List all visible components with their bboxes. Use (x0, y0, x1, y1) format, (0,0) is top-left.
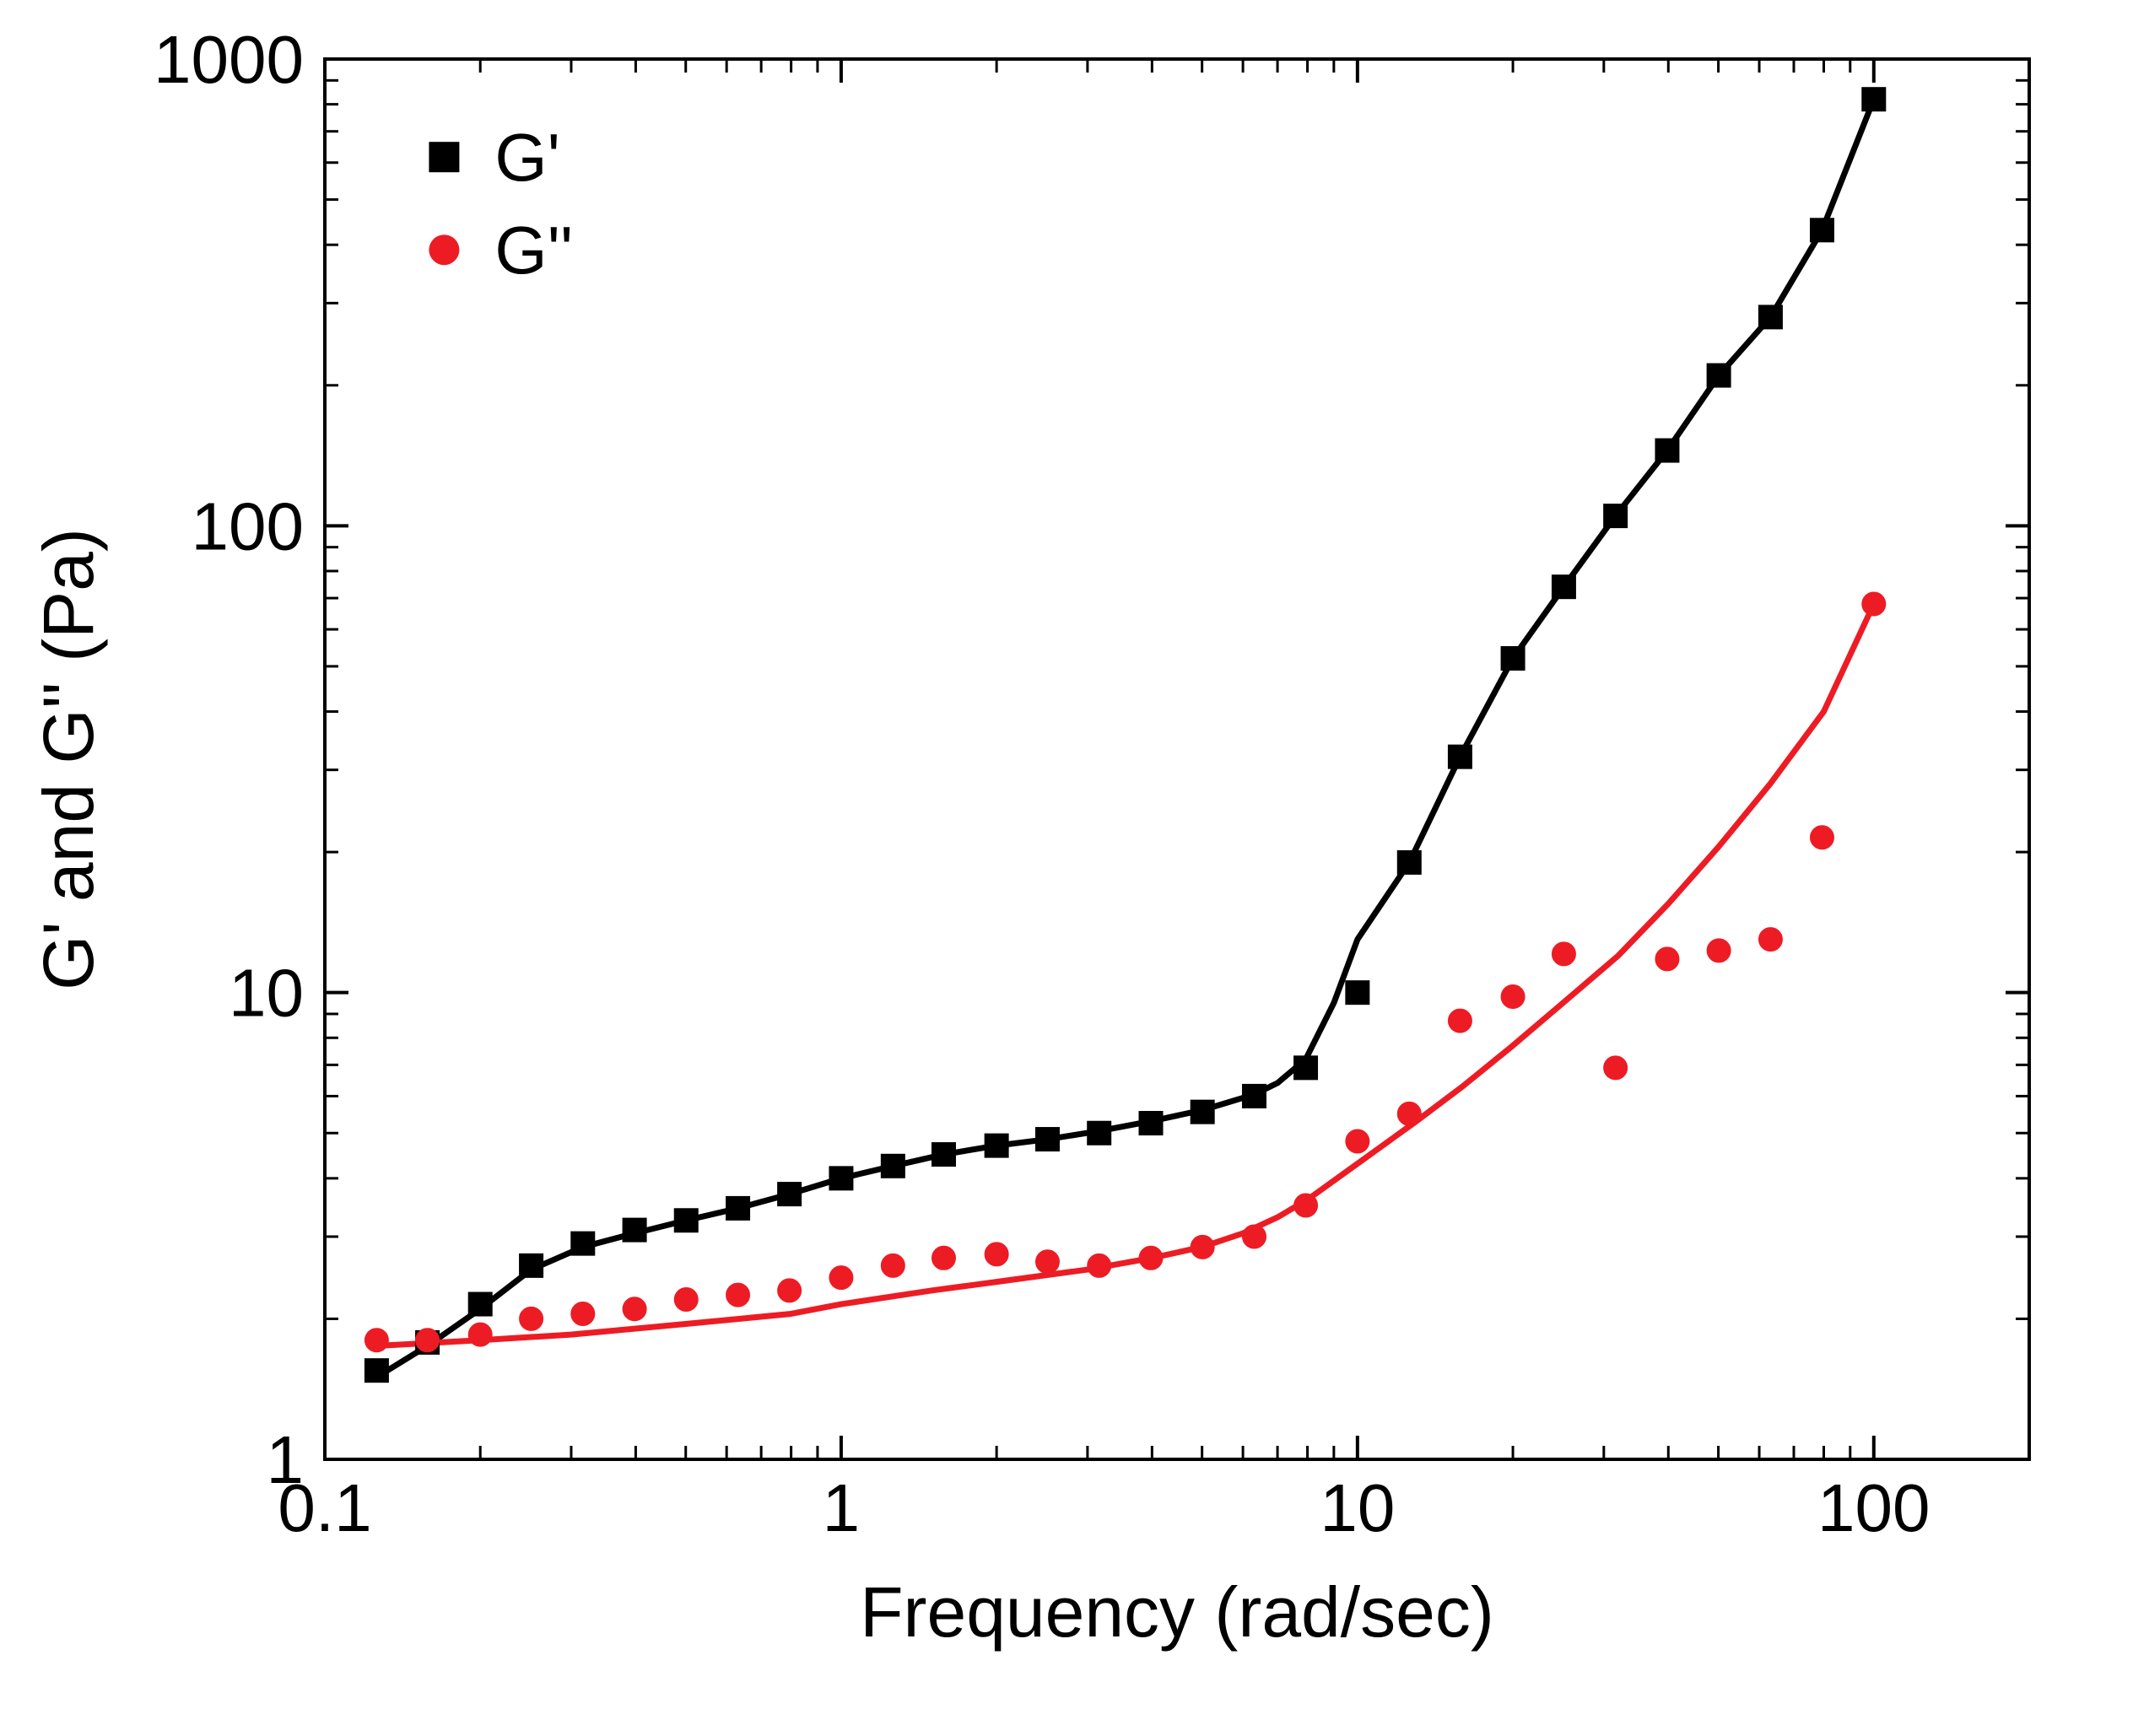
y-tick-label: 1000 (154, 22, 304, 97)
marker-G_prime (1448, 745, 1472, 768)
marker-G_prime (1346, 981, 1369, 1005)
marker-G_double_prime (1191, 1235, 1214, 1259)
marker-G_double_prime (1448, 1009, 1472, 1032)
marker-G_prime (985, 1134, 1008, 1157)
marker-G_prime (1707, 364, 1731, 387)
marker-G_prime (1088, 1121, 1111, 1145)
marker-G_double_prime (416, 1329, 440, 1352)
marker-G_double_prime (1552, 942, 1575, 966)
marker-G_prime (1501, 646, 1525, 670)
x-tick-label: 100 (1817, 1470, 1930, 1545)
marker-G_double_prime (364, 1329, 388, 1352)
y-tick-label: 100 (192, 488, 304, 563)
marker-G_prime (1604, 504, 1628, 528)
x-tick-label: 1 (823, 1470, 861, 1545)
marker-G_double_prime (1346, 1129, 1369, 1153)
marker-G_prime (1191, 1100, 1214, 1124)
y-tick-label: 1 (267, 1422, 305, 1497)
marker-G_prime (881, 1154, 904, 1178)
marker-G_double_prime (1810, 826, 1833, 849)
marker-G_double_prime (1088, 1253, 1111, 1277)
x-axis-label: Frequency (rad/sec) (860, 1572, 1494, 1652)
marker-G_double_prime (1294, 1194, 1318, 1217)
marker-G_prime (932, 1143, 955, 1167)
marker-G_double_prime (571, 1302, 595, 1325)
marker-G_double_prime (1655, 947, 1679, 971)
marker-G_double_prime (520, 1307, 543, 1330)
marker-G_double_prime (726, 1283, 750, 1307)
marker-G_prime (1139, 1112, 1163, 1135)
marker-G_prime (520, 1253, 543, 1277)
x-tick-label: 10 (1320, 1470, 1395, 1545)
marker-G_double_prime (778, 1279, 802, 1302)
marker-G_prime (1036, 1128, 1060, 1151)
legend-marker (429, 235, 459, 265)
marker-G_double_prime (1707, 939, 1731, 962)
marker-G_prime (1552, 575, 1575, 599)
marker-G_prime (1294, 1056, 1318, 1080)
marker-G_prime (1758, 305, 1782, 329)
marker-G_double_prime (468, 1323, 492, 1346)
chart-svg: 0.11101001101001000Frequency (rad/sec)G'… (0, 0, 2133, 1736)
marker-G_double_prime (1242, 1225, 1266, 1248)
legend-marker (429, 142, 459, 172)
marker-G_prime (1862, 88, 1886, 111)
marker-G_double_prime (1604, 1056, 1628, 1080)
marker-G_prime (571, 1232, 595, 1255)
marker-G_double_prime (985, 1243, 1008, 1266)
marker-G_prime (778, 1183, 802, 1206)
marker-G_prime (1810, 218, 1833, 242)
marker-G_prime (1242, 1084, 1266, 1108)
marker-G_prime (1397, 850, 1421, 874)
legend-label: G' (494, 120, 560, 195)
marker-G_prime (1655, 439, 1679, 462)
marker-G_double_prime (1397, 1102, 1421, 1125)
marker-G_double_prime (1036, 1250, 1060, 1274)
marker-G_prime (829, 1167, 853, 1190)
marker-G_prime (364, 1359, 388, 1383)
y-tick-label: 10 (229, 956, 304, 1031)
marker-G_double_prime (881, 1253, 904, 1277)
y-axis-label: G' and G'' (Pa) (29, 528, 108, 990)
marker-G_double_prime (829, 1266, 853, 1290)
marker-G_prime (726, 1196, 750, 1220)
marker-G_double_prime (674, 1288, 698, 1312)
rheology-chart: 0.11101001101001000Frequency (rad/sec)G'… (0, 0, 2133, 1736)
marker-G_double_prime (1758, 928, 1782, 952)
marker-G_double_prime (1501, 985, 1525, 1009)
marker-G_prime (468, 1292, 492, 1316)
marker-G_prime (623, 1218, 646, 1242)
marker-G_prime (674, 1209, 698, 1232)
marker-G_double_prime (1862, 592, 1886, 616)
marker-G_double_prime (1139, 1246, 1163, 1270)
marker-G_double_prime (932, 1246, 955, 1270)
marker-G_double_prime (623, 1297, 646, 1321)
legend-label: G'' (494, 213, 573, 288)
